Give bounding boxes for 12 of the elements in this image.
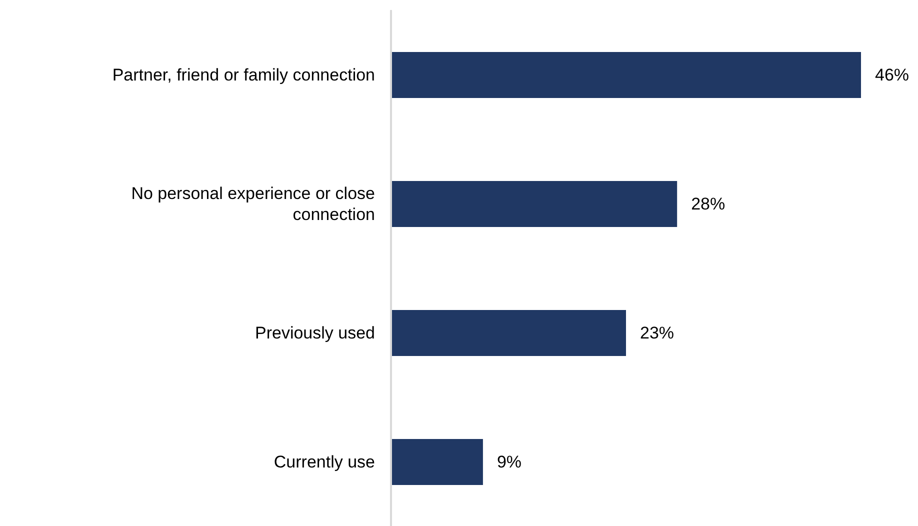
data-label: 23% <box>640 324 674 342</box>
data-label: 28% <box>691 194 726 214</box>
bar <box>391 439 483 485</box>
bar <box>391 310 626 356</box>
y-tick-label: Partner, friend or family connection <box>112 65 375 84</box>
bar <box>391 181 678 227</box>
data-label: 46% <box>875 66 910 84</box>
data-label: 9% <box>496 452 522 472</box>
y-tick-label: Currently use <box>274 452 375 471</box>
bar <box>391 52 861 98</box>
y-tick-label: No personal experience or close connection <box>131 184 375 224</box>
y-tick-label: Previously used <box>254 323 375 342</box>
